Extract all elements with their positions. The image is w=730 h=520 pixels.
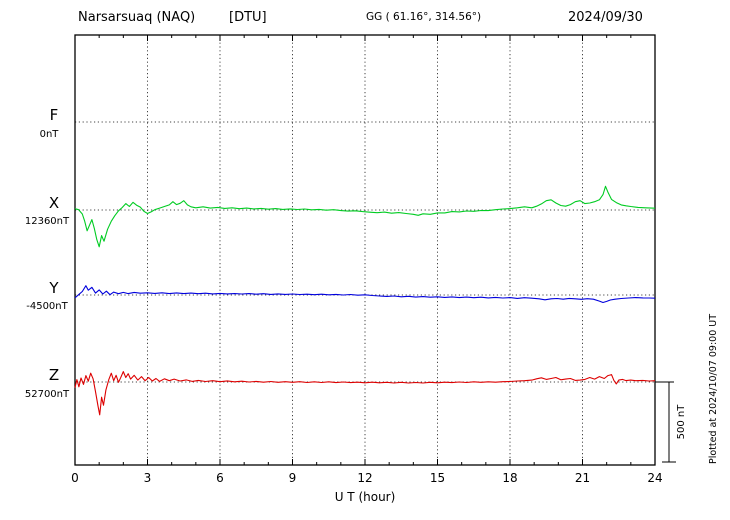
- plotted-timestamp: Plotted at 2024/10/07 09:00 UT: [708, 314, 719, 464]
- channel-labels: F 0nT X 12360nT Y -4500nT Z 52700nT: [25, 106, 70, 400]
- x-tick-label: 24: [647, 471, 662, 485]
- channel-baseline-f: 0nT: [40, 129, 60, 140]
- x-tick-label: 18: [502, 471, 517, 485]
- x-tick-label: 12: [357, 471, 372, 485]
- x-tick-label: 3: [144, 471, 152, 485]
- plot-layer: [74, 34, 656, 466]
- station-title: Narsarsuaq (NAQ): [78, 10, 195, 25]
- x-tick-label: 9: [289, 471, 297, 485]
- x-tick-label: 6: [216, 471, 224, 485]
- channel-label-f: F: [50, 106, 59, 124]
- trace-Y: [74, 285, 656, 304]
- x-axis-title: U T (hour): [335, 490, 396, 504]
- channel-baseline-z: 52700nT: [25, 389, 70, 400]
- coords-label: GG ( 61.16°, 314.56°): [366, 11, 481, 23]
- trace-Z: [74, 371, 656, 416]
- channel-label-y: Y: [48, 279, 59, 297]
- date-label: 2024/09/30: [568, 10, 643, 25]
- channel-baseline-y: -4500nT: [26, 301, 68, 312]
- x-axis-tick-labels: 0 3 6 9 12 15 18 21 24: [71, 471, 662, 485]
- channel-label-x: X: [49, 194, 59, 212]
- channel-label-z: Z: [49, 366, 59, 384]
- x-tick-label: 0: [71, 471, 79, 485]
- channel-baseline-x: 12360nT: [25, 216, 70, 227]
- scale-bar-label: 500 nT: [676, 404, 687, 440]
- trace-X: [74, 185, 656, 248]
- institute-label: [DTU]: [229, 10, 267, 25]
- x-tick-label: 15: [430, 471, 445, 485]
- scale-bar: 500 nT: [655, 381, 687, 463]
- x-tick-label: 21: [575, 471, 590, 485]
